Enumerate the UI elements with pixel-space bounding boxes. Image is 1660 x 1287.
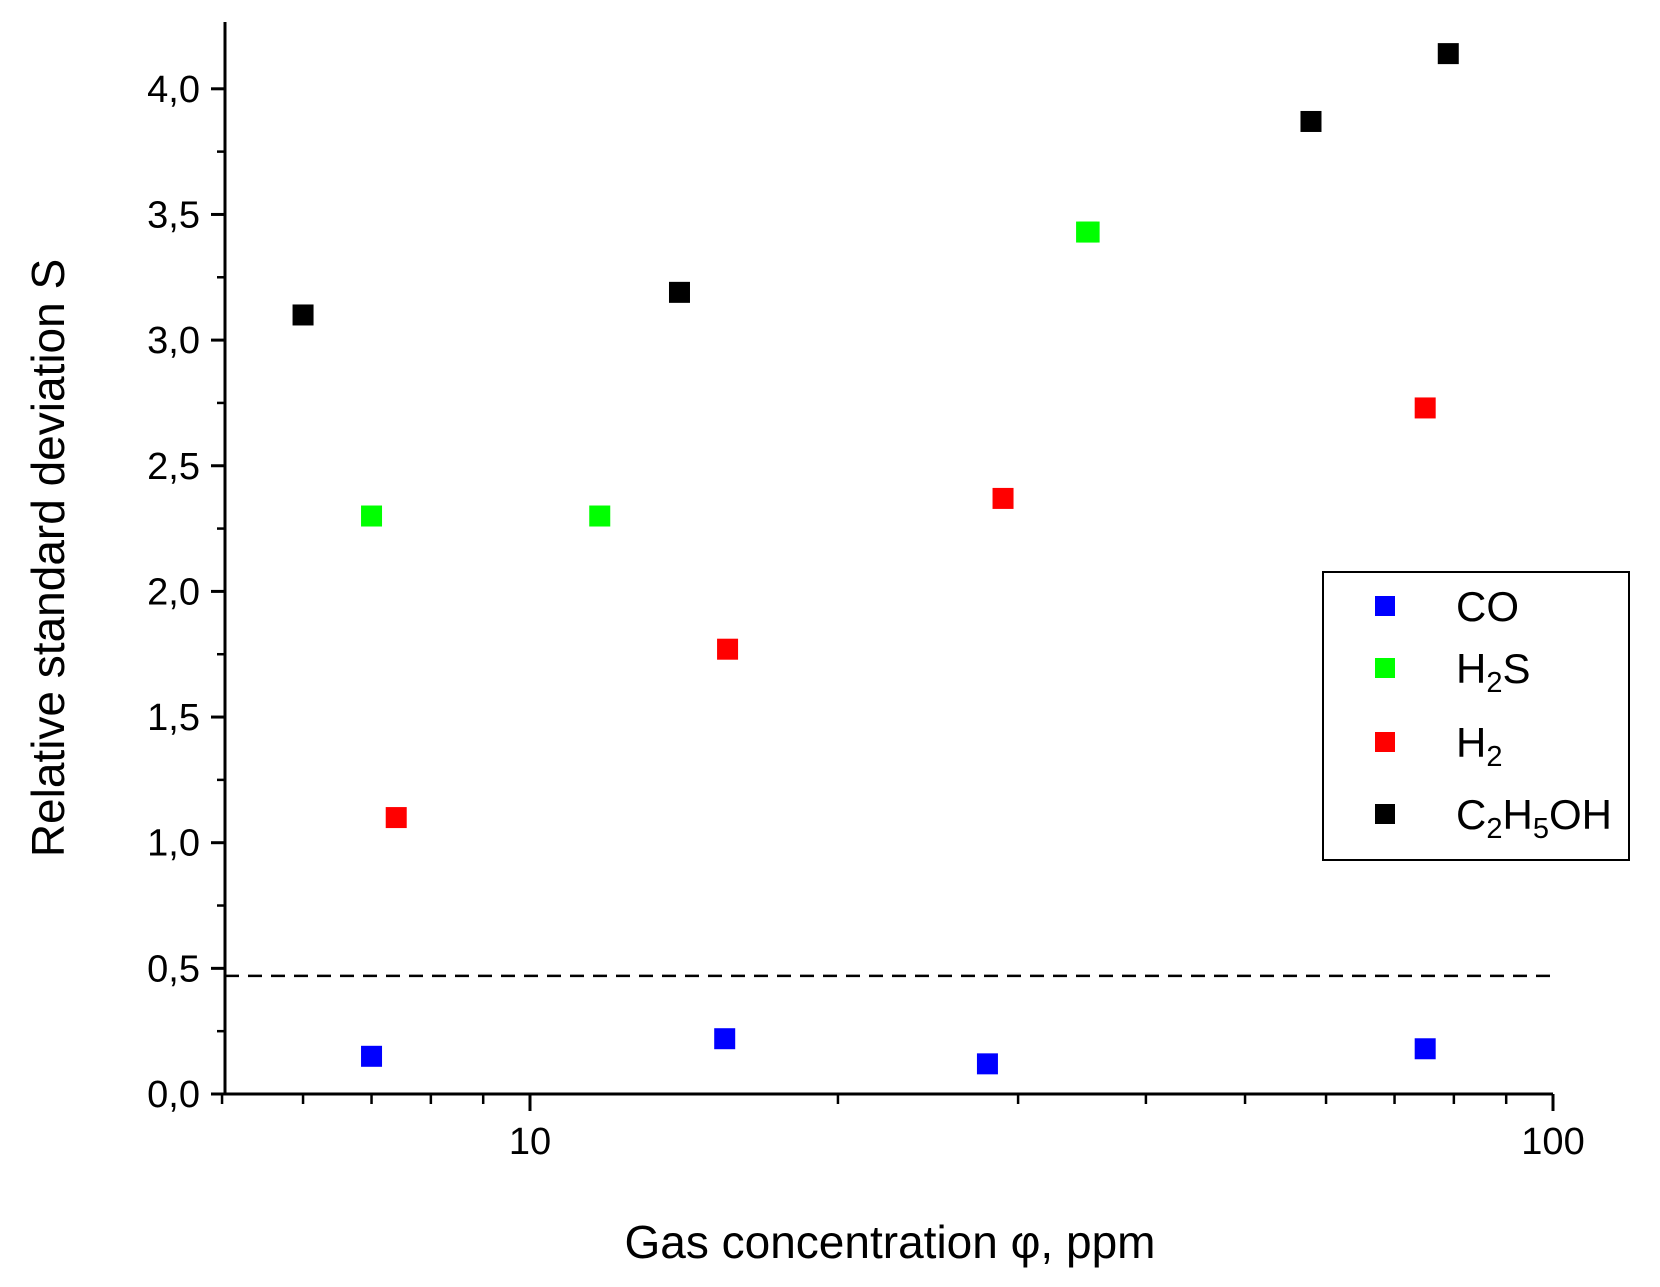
y-axis-title: Relative standard deviation S — [22, 259, 74, 857]
data-point-co — [714, 1028, 736, 1050]
data-point-h2 — [992, 487, 1014, 509]
y-tick-label: 0,0 — [147, 1074, 200, 1116]
data-point-h2s — [1078, 221, 1100, 243]
y-tick-label: 3,5 — [147, 194, 200, 236]
legend-label-h2: H2 — [1456, 719, 1502, 773]
data-point-h2s — [361, 505, 383, 527]
legend-marker-h2 — [1375, 732, 1395, 752]
legend-marker-c2h5oh — [1375, 804, 1395, 824]
legend-label-h2s: H2S — [1456, 645, 1531, 699]
y-tick-label: 4,0 — [147, 69, 200, 111]
y-tick-label: 0,5 — [147, 948, 200, 990]
data-point-co — [976, 1053, 998, 1075]
legend-box — [1322, 571, 1630, 861]
data-point-c2h5oh — [1437, 43, 1459, 65]
legend-marker-co — [1375, 596, 1395, 616]
x-tick-label: 100 — [1521, 1121, 1584, 1163]
x-tick-label: 10 — [509, 1121, 551, 1163]
data-point-c2h5oh — [292, 304, 314, 326]
y-tick-label: 1,5 — [147, 697, 200, 739]
legend-label-c2h5oh: C2H5OH — [1456, 791, 1612, 845]
data-point-co — [361, 1045, 383, 1067]
legend-label-co: CO — [1456, 583, 1519, 630]
data-point-h2 — [717, 638, 739, 660]
data-point-co — [1414, 1038, 1436, 1060]
y-tick-label: 2,0 — [147, 571, 200, 613]
x-axis-title: Gas concentration φ, ppm — [625, 1216, 1156, 1268]
data-point-h2 — [1414, 397, 1436, 419]
legend-marker-h2s — [1375, 658, 1395, 678]
data-point-c2h5oh — [1300, 110, 1322, 132]
y-tick-label: 3,0 — [147, 320, 200, 362]
y-tick-label: 2,5 — [147, 446, 200, 488]
data-point-h2s — [589, 505, 611, 527]
y-tick-label: 1,0 — [147, 823, 200, 865]
data-point-h2 — [385, 807, 407, 829]
data-point-c2h5oh — [668, 281, 690, 303]
